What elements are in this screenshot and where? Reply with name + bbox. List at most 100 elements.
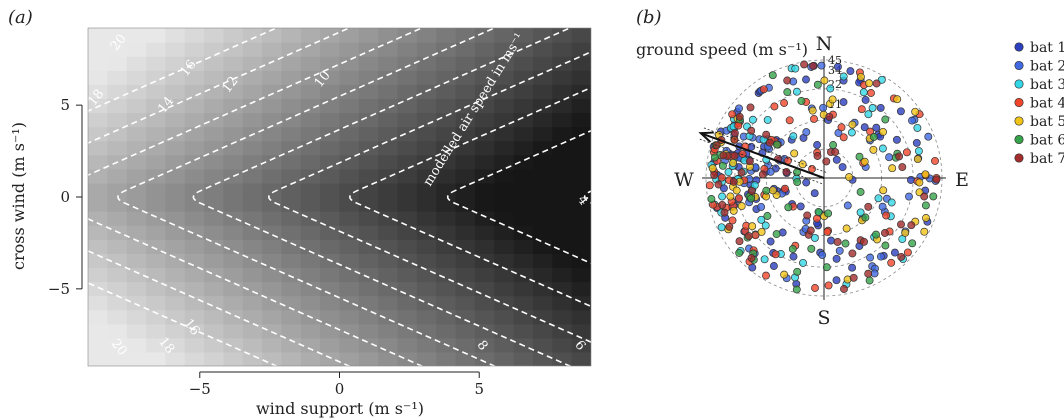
point-bat-7 xyxy=(809,62,818,70)
heatmap-cell xyxy=(223,140,244,156)
point-bat-1 xyxy=(832,254,841,263)
point-bat-4 xyxy=(839,133,848,142)
heatmap-cell xyxy=(436,351,457,366)
heatmap-cell xyxy=(494,309,515,325)
heatmap-cell xyxy=(88,323,108,339)
heatmap-cell xyxy=(378,28,399,43)
heatmap-cell xyxy=(474,56,495,71)
point-bat-3 xyxy=(760,255,769,264)
contour-line-10 xyxy=(268,51,591,343)
point-bat-7 xyxy=(833,237,842,246)
heatmap-cell xyxy=(165,126,186,142)
heatmap-cell xyxy=(494,42,515,57)
heatmap-cell xyxy=(281,267,302,283)
heatmap-cell xyxy=(455,295,476,311)
point-bat-4 xyxy=(762,271,770,280)
heatmap-cell xyxy=(184,182,205,198)
heatmap-cell xyxy=(300,154,321,170)
heatmap-cell xyxy=(436,225,457,240)
heatmap-cell xyxy=(455,112,476,128)
heatmap-cell xyxy=(242,337,263,353)
heatmap-cell xyxy=(494,253,515,269)
heatmap-cell xyxy=(552,154,573,170)
point-bat-6 xyxy=(929,192,938,201)
point-bat-7 xyxy=(806,226,815,235)
heatmap-cell xyxy=(397,154,418,170)
heatmap-cell xyxy=(532,267,553,283)
heatmap-cell xyxy=(455,211,476,226)
heatmap-cell xyxy=(223,267,244,283)
point-bat-6 xyxy=(772,140,781,149)
point-bat-3 xyxy=(826,84,835,93)
heatmap-cell xyxy=(494,197,515,212)
point-bat-4 xyxy=(857,105,866,114)
heatmap-cell xyxy=(88,154,108,170)
heatmap-cell xyxy=(513,225,534,240)
heatmap-cell xyxy=(126,182,147,198)
heatmap-cell xyxy=(88,84,108,100)
heatmap-cell xyxy=(165,253,186,269)
heatmap-cell xyxy=(281,98,302,114)
heatmap-cell xyxy=(126,140,147,156)
heatmap-cell xyxy=(397,56,418,71)
heatmap-cell xyxy=(455,84,476,100)
heatmap-cell xyxy=(455,267,476,283)
heatmap-cell xyxy=(552,182,573,198)
heatmap-cell xyxy=(242,182,263,198)
heatmap-cell xyxy=(416,197,437,212)
heatmap-cell xyxy=(571,267,591,283)
heatmap-cell xyxy=(358,56,379,71)
heatmap-cell xyxy=(165,351,186,366)
legend-marker xyxy=(1014,153,1024,163)
legend-label: bat 2 xyxy=(1030,59,1064,75)
point-bat-5 xyxy=(708,164,717,173)
point-bat-3 xyxy=(914,147,923,156)
heatmap-cell xyxy=(532,182,553,198)
heatmap-cell xyxy=(436,154,457,170)
legend-marker xyxy=(1014,134,1024,145)
heatmap-cell xyxy=(320,168,341,184)
heatmap-cell xyxy=(552,225,573,240)
point-bat-7 xyxy=(725,222,734,231)
heatmap-cell xyxy=(281,56,302,71)
heatmap-cell xyxy=(300,351,321,366)
point-bat-2 xyxy=(878,202,887,211)
point-bat-2 xyxy=(924,132,933,141)
heatmap-cell xyxy=(262,323,283,339)
heatmap-cell xyxy=(320,140,341,156)
point-bat-7 xyxy=(825,112,834,121)
heatmap-cell xyxy=(242,211,263,226)
heatmap-cell xyxy=(204,42,225,57)
legend-label: bat 3 xyxy=(1030,77,1064,93)
point-bat-2 xyxy=(866,253,875,262)
point-bat-5 xyxy=(726,192,735,201)
heatmap-cell xyxy=(571,84,591,100)
heatmap-cell xyxy=(88,126,108,142)
heatmap-cell xyxy=(223,84,244,100)
heatmap-cell xyxy=(165,42,186,57)
heatmap-cell xyxy=(358,70,379,85)
point-bat-5 xyxy=(757,227,766,236)
heatmap-cell xyxy=(242,28,263,43)
point-bat-7 xyxy=(907,221,916,230)
heatmap-cell xyxy=(300,112,321,128)
plot-frame xyxy=(87,27,592,367)
heatmap-cell xyxy=(146,98,166,114)
heatmap-cell xyxy=(358,126,379,142)
heatmap-cell xyxy=(242,309,263,325)
heatmap-cell xyxy=(339,239,360,254)
heatmap-cell xyxy=(494,112,515,128)
heatmap-cell xyxy=(165,112,186,128)
point-bat-7 xyxy=(712,141,721,150)
heatmap-cell xyxy=(88,337,108,353)
point-bat-5 xyxy=(798,160,807,169)
heatmap-cell xyxy=(107,323,128,339)
heatmap-cell xyxy=(184,253,205,269)
heatmap-cell xyxy=(397,126,418,142)
point-bat-6 xyxy=(783,88,792,97)
heatmap-cell xyxy=(146,225,166,240)
heatmap-cell xyxy=(88,168,108,184)
heatmap-cell xyxy=(339,351,360,366)
point-bat-7 xyxy=(932,175,941,184)
